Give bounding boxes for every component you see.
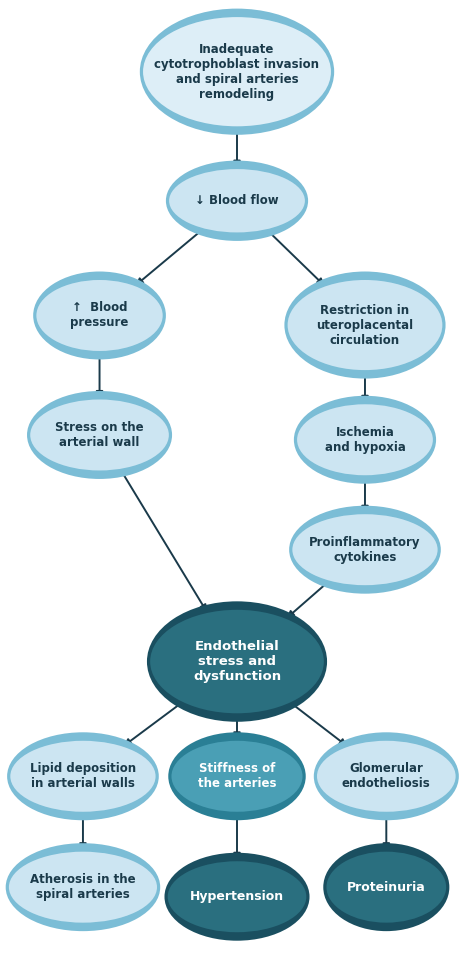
Ellipse shape bbox=[289, 506, 441, 594]
Text: ↑  Blood
pressure: ↑ Blood pressure bbox=[70, 301, 129, 330]
Ellipse shape bbox=[29, 399, 170, 471]
Text: Stress on the
arterial wall: Stress on the arterial wall bbox=[55, 421, 144, 449]
Ellipse shape bbox=[171, 740, 303, 813]
Ellipse shape bbox=[326, 851, 447, 923]
Ellipse shape bbox=[287, 279, 443, 371]
Text: Hypertension: Hypertension bbox=[190, 890, 284, 903]
Ellipse shape bbox=[167, 860, 307, 933]
Ellipse shape bbox=[166, 161, 308, 241]
Ellipse shape bbox=[292, 513, 438, 586]
Ellipse shape bbox=[323, 843, 449, 931]
Ellipse shape bbox=[149, 609, 325, 714]
Ellipse shape bbox=[27, 391, 172, 479]
Ellipse shape bbox=[314, 732, 459, 820]
Ellipse shape bbox=[6, 843, 160, 931]
Text: Inadequate
cytotrophoblast invasion
and spiral arteries
remodeling: Inadequate cytotrophoblast invasion and … bbox=[155, 43, 319, 100]
Text: Lipid deposition
in arterial walls: Lipid deposition in arterial walls bbox=[30, 762, 136, 791]
Text: Stiffness of
the arteries: Stiffness of the arteries bbox=[198, 762, 276, 791]
Text: Proteinuria: Proteinuria bbox=[347, 880, 426, 894]
Text: Endothelial
stress and
dysfunction: Endothelial stress and dysfunction bbox=[193, 641, 281, 683]
Text: Proinflammatory
cytokines: Proinflammatory cytokines bbox=[309, 535, 421, 564]
Ellipse shape bbox=[316, 740, 456, 813]
Text: Glomerular
endotheliosis: Glomerular endotheliosis bbox=[342, 762, 431, 791]
Ellipse shape bbox=[8, 851, 158, 923]
Ellipse shape bbox=[284, 272, 446, 379]
Ellipse shape bbox=[9, 740, 156, 813]
Ellipse shape bbox=[140, 9, 334, 135]
Ellipse shape bbox=[168, 732, 306, 820]
Ellipse shape bbox=[296, 403, 434, 476]
Ellipse shape bbox=[294, 396, 436, 484]
Ellipse shape bbox=[7, 732, 159, 820]
Text: ↓ Blood flow: ↓ Blood flow bbox=[195, 194, 279, 207]
Ellipse shape bbox=[168, 168, 306, 233]
Ellipse shape bbox=[36, 279, 164, 352]
Text: Restriction in
uteroplacental
circulation: Restriction in uteroplacental circulatio… bbox=[317, 304, 413, 346]
Ellipse shape bbox=[147, 601, 327, 722]
Ellipse shape bbox=[33, 272, 166, 359]
Text: Atherosis in the
spiral arteries: Atherosis in the spiral arteries bbox=[30, 873, 136, 902]
Ellipse shape bbox=[142, 16, 332, 127]
Ellipse shape bbox=[164, 853, 310, 941]
Text: Ischemia
and hypoxia: Ischemia and hypoxia bbox=[325, 425, 405, 454]
